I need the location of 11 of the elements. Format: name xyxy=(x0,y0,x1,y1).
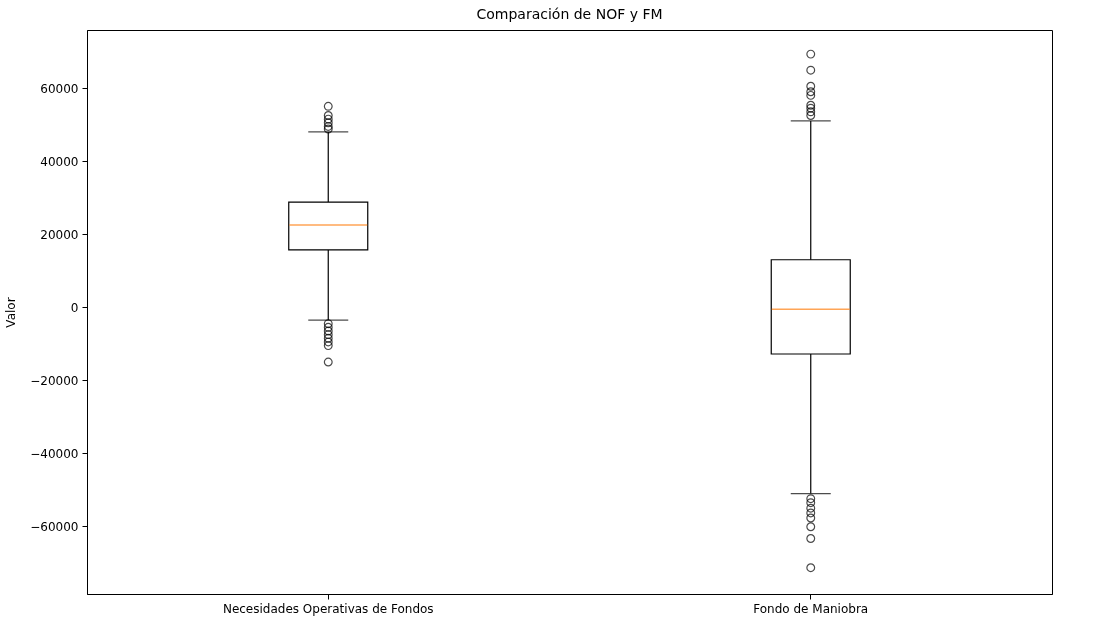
y-tick-label: 20000 xyxy=(40,227,79,242)
y-tick-label: −40000 xyxy=(30,446,79,461)
y-tick-label: −20000 xyxy=(30,373,79,388)
chart-title: Comparación de NOF y FM xyxy=(476,6,663,22)
y-tick-label: 60000 xyxy=(40,81,79,96)
x-tick-label: Fondo de Maniobra xyxy=(753,601,869,616)
y-tick-label: 0 xyxy=(70,300,79,315)
x-tick-label: Necesidades Operativas de Fondos xyxy=(222,601,434,616)
y-axis-title: Valor xyxy=(4,297,19,328)
y-tick-label: −60000 xyxy=(30,519,79,534)
y-tick-label: 40000 xyxy=(40,154,79,169)
